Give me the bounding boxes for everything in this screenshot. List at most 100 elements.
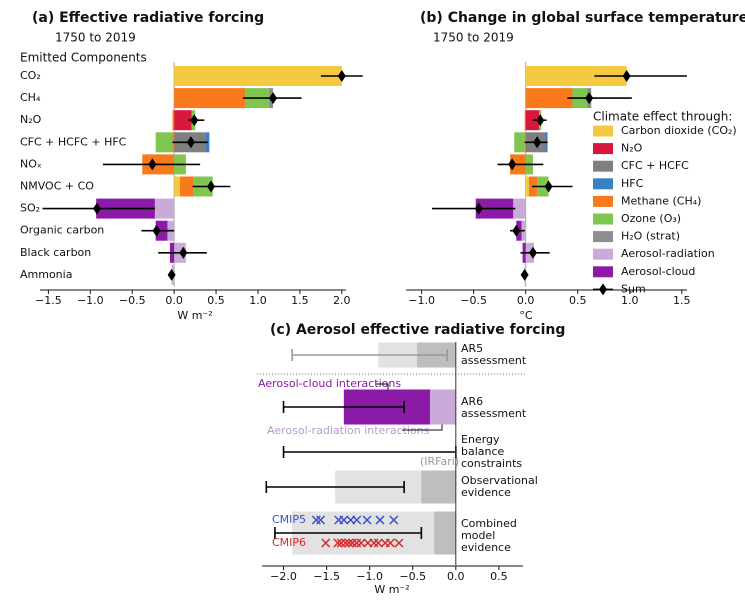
legend-title: Climate effect through:	[593, 110, 732, 124]
legend-swatch	[593, 248, 613, 260]
sum-marker	[186, 136, 195, 149]
x-tick-label: −1.0	[77, 294, 104, 307]
bar-segment	[180, 176, 194, 197]
x-tick-label: 1.0	[621, 294, 639, 307]
chart-subtitle: 1750 to 2019	[433, 31, 514, 45]
bar-segment	[174, 110, 192, 131]
row-label: assessment	[461, 354, 527, 367]
sum-marker	[152, 224, 161, 237]
sum-marker	[148, 158, 157, 171]
x-tick-label: −0.5	[460, 294, 487, 307]
legend-label: N₂O	[621, 142, 643, 155]
bar-segment	[429, 389, 456, 425]
row-label: assessment	[461, 407, 527, 420]
x-tick-label: 0.0	[165, 294, 183, 307]
bar-segment	[174, 176, 181, 197]
chart-title: (c) Aerosol effective radiative forcing	[270, 322, 565, 338]
model-marker	[316, 515, 326, 525]
sum-marker	[269, 92, 278, 105]
legend-label: Aerosol-cloud	[621, 265, 695, 278]
model-marker	[321, 538, 331, 548]
row-label: evidence	[461, 541, 511, 554]
model-marker	[375, 515, 385, 525]
sum-marker	[585, 92, 594, 105]
category-label: Black carbon	[20, 246, 91, 259]
legend-swatch	[593, 195, 613, 207]
legend-label: Carbon dioxide (CO₂)	[621, 124, 737, 137]
bar-segment	[155, 132, 173, 153]
x-tick-label: 1.5	[291, 294, 309, 307]
x-tick-label: 2.0	[333, 294, 351, 307]
legend-swatch	[593, 143, 613, 155]
y-axis-title: Emitted Components	[20, 51, 147, 65]
bar-segment	[172, 110, 175, 131]
model-marker	[385, 538, 395, 548]
x-tick-label: 1.0	[249, 294, 267, 307]
legend-label: Ozone (O₃)	[621, 212, 681, 225]
sum-marker	[528, 246, 537, 259]
legend-label: HFC	[621, 177, 644, 190]
sum-marker	[512, 224, 521, 237]
model-marker	[344, 538, 354, 548]
model-marker	[333, 538, 343, 548]
x-tick-label: 0.0	[517, 294, 535, 307]
bar-segment	[525, 176, 529, 197]
sum-marker	[179, 246, 188, 259]
sum-marker	[520, 268, 529, 281]
sum-marker	[337, 70, 346, 82]
chart-title: (b) Change in global surface temperature	[420, 10, 745, 26]
category-label: CH₄	[20, 91, 41, 104]
legend-label: Aerosol-radiation	[621, 247, 715, 260]
bar-segment	[174, 66, 342, 86]
model-marker	[394, 538, 404, 548]
sum-marker	[533, 136, 542, 149]
chart-subtitle: 1750 to 2019	[55, 31, 136, 45]
sum-marker	[622, 70, 631, 82]
model-marker	[362, 515, 372, 525]
x-axis-title: °C	[519, 309, 533, 322]
row-label: Energy	[461, 433, 500, 446]
category-label: N₂O	[20, 113, 42, 126]
category-label: Ammonia	[20, 268, 72, 281]
x-axis-title: W m⁻²	[374, 583, 409, 596]
model-marker	[389, 515, 399, 525]
x-tick-label: 0.5	[207, 294, 225, 307]
model-marker	[352, 515, 362, 525]
sum-marker	[544, 180, 553, 193]
x-tick-label: −2.0	[270, 570, 297, 583]
legend-label: CFC + HCFC	[621, 159, 689, 172]
x-tick-label: −0.5	[119, 294, 146, 307]
category-label: CFC + HCFC + HFC	[20, 135, 127, 148]
category-label: NMVOC + CO	[20, 180, 94, 193]
model-marker	[341, 538, 351, 548]
series-label: CMIP6	[272, 536, 306, 549]
sum-marker	[474, 202, 483, 215]
annotation: (IRFari)	[420, 455, 459, 468]
sum-marker	[207, 180, 216, 193]
legend-swatch	[593, 266, 613, 278]
legend-swatch	[593, 160, 613, 172]
annotation: Aerosol-cloud interactions	[258, 377, 401, 390]
category-label: CO₂	[20, 69, 41, 82]
row-label: Combined	[461, 517, 517, 530]
row-label: balance	[461, 445, 505, 458]
x-tick-label: 0.5	[569, 294, 587, 307]
row-label: constraints	[461, 457, 522, 470]
legend-label: Methane (CH₄)	[621, 194, 701, 207]
row-label: model	[461, 529, 495, 542]
sum-marker	[93, 202, 102, 215]
sum-marker	[190, 114, 199, 127]
sum-marker	[167, 268, 176, 281]
legend-swatch	[593, 231, 613, 243]
row-label: evidence	[461, 486, 511, 499]
legend-swatch	[599, 283, 607, 296]
x-axis-title: W m⁻²	[177, 309, 212, 322]
x-tick-label: −0.5	[399, 570, 426, 583]
legend-label: H₂O (strat)	[621, 230, 680, 243]
bar-segment	[174, 88, 246, 109]
row-label: AR6	[461, 395, 483, 408]
series-label: CMIP5	[272, 513, 306, 526]
x-tick-label: −1.5	[35, 294, 62, 307]
range-band	[434, 511, 456, 555]
